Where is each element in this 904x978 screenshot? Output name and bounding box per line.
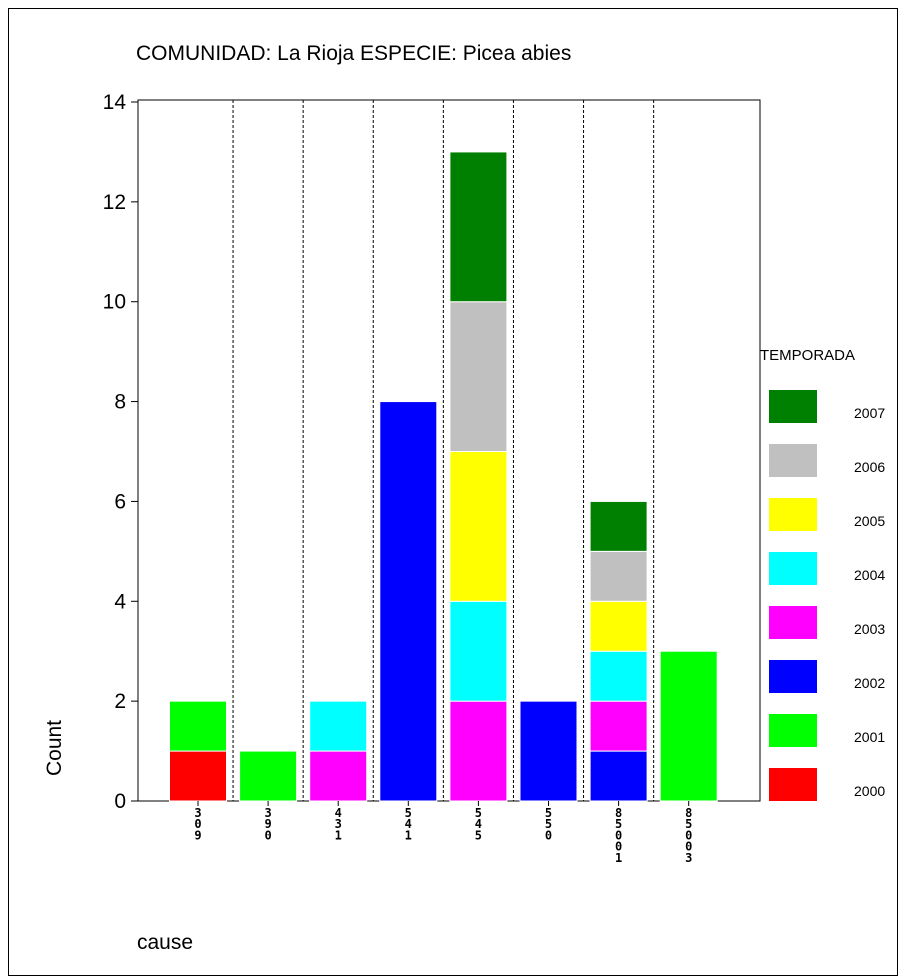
y-tick-label: 2 [114, 690, 126, 713]
legend-swatch-2002 [769, 660, 817, 693]
legend-label-2007: 2007 [854, 405, 885, 421]
y-tick-label: 4 [114, 590, 126, 613]
legend-title: TEMPORADA [760, 347, 855, 364]
bar-segment-541-2002 [379, 401, 438, 802]
bar-segment-85001-2007 [589, 500, 648, 552]
y-tick-label: 6 [114, 490, 126, 513]
legend-swatch-2001 [769, 714, 817, 747]
bar-segment-545-2005 [449, 451, 508, 602]
bar-segment-85001-2006 [589, 550, 648, 602]
bar-segment-545-2003 [449, 700, 508, 802]
legend-label-2000: 2000 [854, 783, 885, 799]
bar-segment-309-2001 [169, 700, 227, 752]
legend-label-2005: 2005 [854, 513, 885, 529]
chart-frame: COMUNIDAD: La Rioja ESPECIE: Picea abies… [8, 8, 898, 976]
bar-segment-545-2006 [449, 301, 508, 453]
bar-segment-85001-2002 [589, 750, 648, 802]
legend-label-2002: 2002 [854, 675, 885, 691]
bar-segment-550-2002 [519, 700, 578, 802]
legend-swatch-2006 [769, 444, 817, 477]
bar-segment-309-2000 [169, 750, 227, 802]
y-tick-label: 14 [103, 91, 127, 114]
chart-title: COMUNIDAD: La Rioja ESPECIE: Picea abies [136, 42, 571, 65]
legend-swatch-2007 [769, 390, 817, 423]
bar-segment-545-2007 [449, 151, 508, 303]
legend-label-2006: 2006 [854, 459, 885, 475]
chart-canvas: COMUNIDAD: La Rioja ESPECIE: Picea abies… [43, 42, 885, 954]
y-tick-label: 0 [114, 790, 126, 813]
bar-segment-85001-2003 [589, 700, 648, 752]
y-tick-label: 10 [103, 291, 126, 314]
bar-segment-431-2004 [309, 700, 368, 752]
legend-label-2004: 2004 [854, 567, 885, 583]
bar-segment-431-2003 [309, 750, 368, 802]
legend-swatch-2004 [769, 552, 817, 585]
bar-segment-85003-2001 [659, 650, 718, 802]
bar-segment-390-2001 [239, 750, 298, 802]
y-axis-label: Count [43, 720, 66, 776]
plot-area [137, 99, 761, 802]
legend-label-2001: 2001 [854, 729, 885, 745]
bar-segment-85001-2004 [589, 650, 648, 702]
y-tick-label: 12 [103, 191, 126, 214]
legend-swatch-2003 [769, 606, 817, 639]
bar-segment-545-2004 [449, 600, 508, 702]
bar-segment-85001-2005 [589, 600, 648, 652]
legend-swatch-2005 [769, 498, 817, 531]
legend-swatch-2000 [769, 768, 817, 801]
y-tick-label: 8 [114, 391, 126, 414]
legend-label-2003: 2003 [854, 621, 885, 637]
x-axis-label: cause [137, 931, 193, 954]
